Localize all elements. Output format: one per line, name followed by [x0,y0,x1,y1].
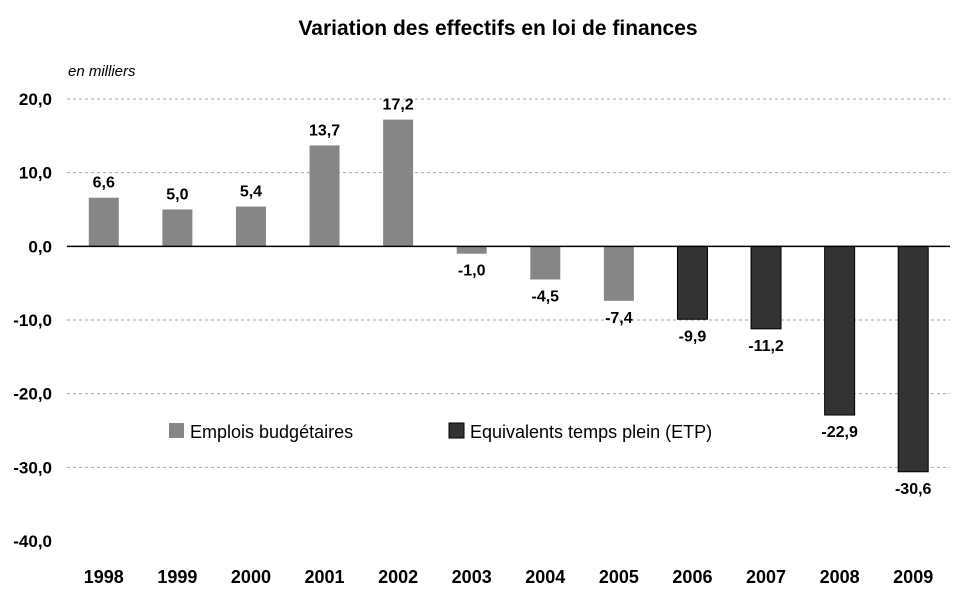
legend-label-emplois-budgetaires: Emplois budgétaires [190,422,353,442]
x-tick-label: 2008 [820,567,860,587]
legend: Emplois budgétaires Equivalents temps pl… [169,422,712,442]
y-tick-label: 0,0 [28,237,52,256]
x-tick-label: 2006 [672,567,712,587]
bar-2001 [309,145,340,247]
bar-2008 [824,245,856,416]
x-tick-label: 2007 [746,567,786,587]
bars [88,119,929,473]
chart-title: Variation des effectifs en loi de financ… [298,17,697,40]
x-tick-label: 2002 [378,567,418,587]
y-tick-label: -20,0 [13,385,52,404]
y-tick-label: 10,0 [19,164,52,183]
data-label-2006: -9,9 [679,328,707,345]
data-label-2007: -11,2 [748,338,784,355]
data-label-2004: -4,5 [532,288,560,305]
bar-2000 [235,206,266,247]
data-labels: 6,6 5,0 5,4 13,7 17,2 -1,0 -4,5 -7,4 -9,9 -11,2 -2… [93,97,932,498]
data-label-1998: 6,6 [93,175,115,192]
y-tick-label: -30,0 [13,458,52,477]
bar-2005 [603,246,634,301]
data-label-2003: -1,0 [458,263,486,280]
data-label-2009: -30,6 [895,481,932,498]
unit-label: en milliers [68,63,136,80]
legend-swatch-emplois-budgetaires [169,423,184,438]
data-label-2005: -7,4 [605,310,633,327]
x-tick-label: 2004 [525,567,565,587]
x-tick-label: 2005 [599,567,639,587]
x-axis-ticks: 1998 1999 2000 2001 2002 2003 2004 2005 2006 2007… [84,567,933,587]
bar-2009 [897,245,929,473]
x-tick-label: 2000 [231,567,271,587]
y-tick-label: 20,0 [19,90,52,109]
data-label-2002: 17,2 [383,97,414,114]
data-label-2001: 13,7 [309,122,340,139]
x-tick-label: 2009 [893,567,933,587]
x-tick-label: 1999 [157,567,197,587]
x-tick-label: 1998 [84,567,124,587]
x-tick-label: 2001 [305,567,345,587]
bar-1999 [162,209,193,247]
gridlines [67,98,950,468]
bar-2004 [530,246,561,280]
x-tick-label: 2003 [452,567,492,587]
y-tick-label: -40,0 [13,532,52,551]
legend-label-etp: Equivalents temps plein (ETP) [470,422,712,442]
y-tick-label: -10,0 [13,311,52,330]
data-label-2000: 5,4 [240,184,262,201]
legend-swatch-etp [448,422,465,439]
bar-2006 [676,245,708,320]
data-label-2008: -22,9 [821,424,858,441]
bar-1998 [88,197,119,247]
data-label-1999: 5,0 [166,187,188,204]
bar-2007 [750,245,782,330]
bar-2003 [456,246,487,254]
bar-2002 [383,119,414,247]
y-axis-ticks: 20,0 10,0 0,0 -10,0 -20,0 -30,0 -40,0 [13,90,52,551]
